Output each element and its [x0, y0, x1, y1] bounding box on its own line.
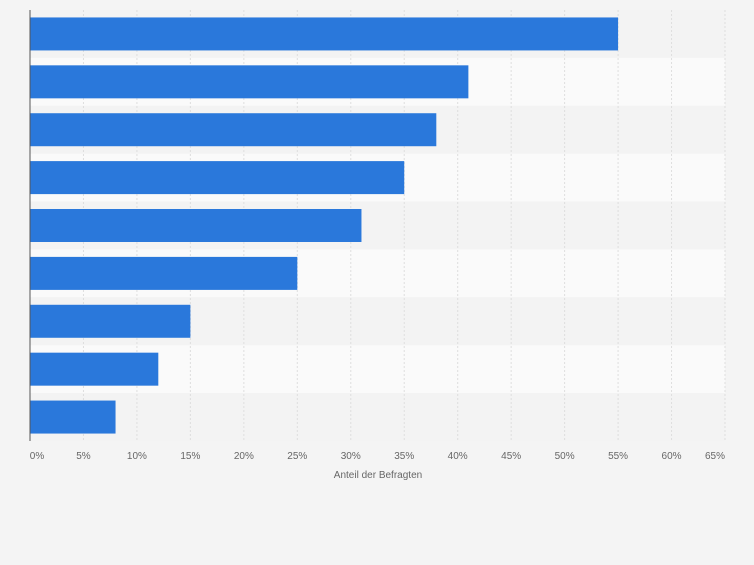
x-tick-label: 25%	[287, 451, 307, 462]
bar[interactable]	[30, 256, 298, 290]
x-tick-label: 0%	[30, 451, 45, 462]
bar[interactable]	[30, 17, 619, 51]
x-tick-label: 15%	[180, 451, 200, 462]
x-tick-label: 65%	[705, 451, 725, 462]
x-tick-label: 50%	[555, 451, 575, 462]
x-tick-label: 20%	[234, 451, 254, 462]
x-tick-labels: 0% 5% 10% 15% 20% 25% 30% 35% 40% 45% 50% 55% 60% 65%	[30, 451, 725, 462]
bars	[30, 17, 619, 434]
x-tick-label: 30%	[341, 451, 361, 462]
bar[interactable]	[30, 113, 437, 147]
x-tick-label: 55%	[608, 451, 628, 462]
bar[interactable]	[30, 304, 191, 338]
x-tick-label: 35%	[394, 451, 414, 462]
bar[interactable]	[30, 161, 405, 195]
x-tick-label: 40%	[448, 451, 468, 462]
bar[interactable]	[30, 65, 469, 99]
bar[interactable]	[30, 352, 159, 386]
bar[interactable]	[30, 400, 116, 434]
x-tick-label: 60%	[662, 451, 682, 462]
row-band	[30, 393, 725, 441]
bar[interactable]	[30, 209, 362, 242]
x-tick-label: 5%	[76, 451, 91, 462]
x-axis-label: Anteil der Befragten	[334, 470, 422, 481]
x-tick-label: 10%	[127, 451, 147, 462]
x-tick-label: 45%	[501, 451, 521, 462]
